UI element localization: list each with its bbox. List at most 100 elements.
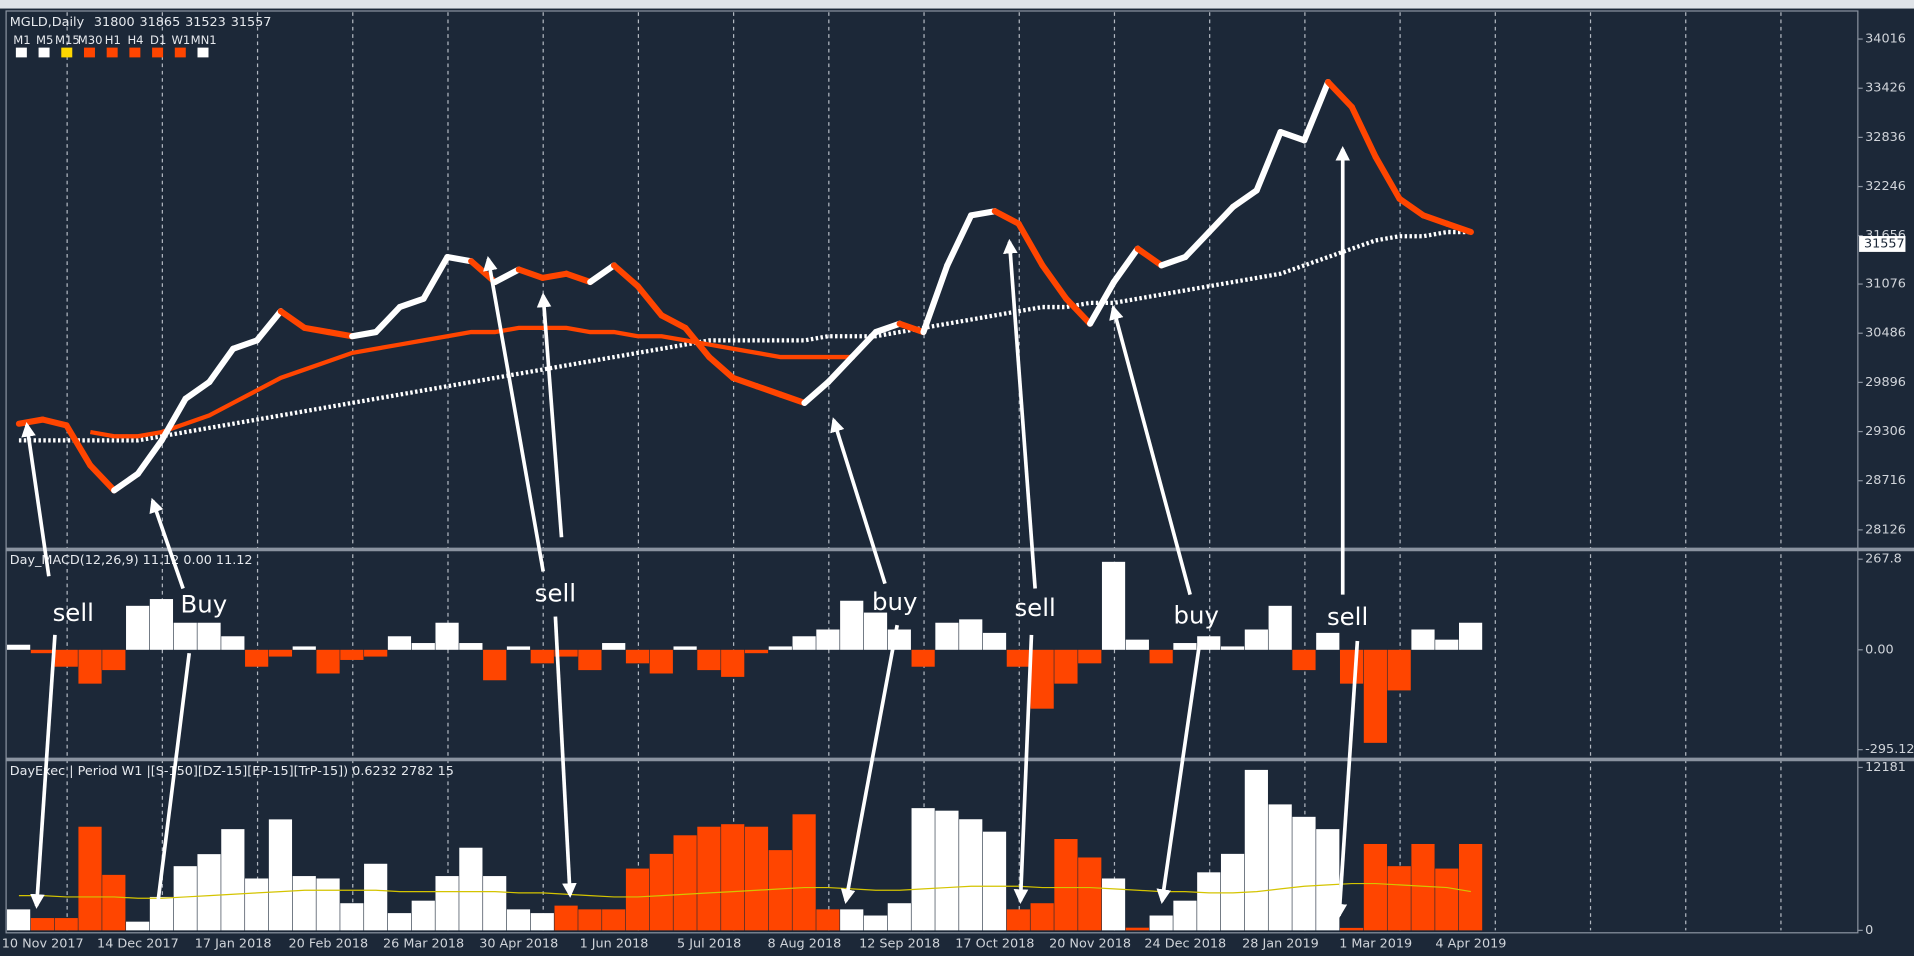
bar xyxy=(673,835,697,931)
price-segment xyxy=(753,383,784,398)
annotation: sell xyxy=(53,598,94,627)
price-segment xyxy=(1063,295,1094,327)
high: 31865 xyxy=(140,14,181,29)
bar xyxy=(1387,866,1411,931)
price-label: 31557 xyxy=(1864,236,1905,251)
y-tick-label: 29306 xyxy=(1865,424,1906,439)
symbol: MGLD,Daily xyxy=(10,14,85,29)
price-segment xyxy=(396,295,427,311)
price-segment xyxy=(1015,220,1046,269)
y-tick-label: 0.00 xyxy=(1865,642,1893,657)
bar xyxy=(721,649,745,677)
annotation: sell xyxy=(535,579,576,608)
price-segment xyxy=(63,422,94,469)
price-segment xyxy=(1110,245,1141,286)
bar xyxy=(1078,649,1102,664)
bar xyxy=(768,850,792,931)
timeframe-box xyxy=(61,47,73,58)
timeframe-box xyxy=(152,47,164,58)
price-segment xyxy=(39,416,70,429)
x-tick-label: 20 Nov 2018 xyxy=(1049,936,1131,951)
bar xyxy=(1339,927,1364,931)
bar xyxy=(411,643,435,650)
plot-layer xyxy=(7,78,1483,931)
bar xyxy=(625,868,650,931)
timeframe-box xyxy=(38,47,50,58)
bar xyxy=(1458,843,1483,931)
bar xyxy=(1411,843,1435,931)
bar xyxy=(54,649,78,667)
annotation-arrow xyxy=(150,652,192,919)
bar xyxy=(1006,909,1030,931)
bar xyxy=(78,826,102,931)
bar xyxy=(792,636,816,650)
bar xyxy=(1292,649,1316,671)
price-segment xyxy=(325,329,356,340)
bar xyxy=(7,909,31,931)
bar xyxy=(1173,643,1197,650)
bar xyxy=(340,903,364,931)
price-segment xyxy=(991,208,1022,227)
bar xyxy=(173,622,197,650)
annotation: Buy xyxy=(181,590,228,619)
annotation-arrow xyxy=(1003,238,1037,589)
price-segment xyxy=(372,304,403,336)
bar xyxy=(530,913,554,931)
bar xyxy=(1149,649,1173,664)
bar xyxy=(1054,649,1078,684)
price-segment xyxy=(444,254,475,265)
bar xyxy=(1220,646,1245,650)
bar xyxy=(1078,857,1102,931)
x-tick-label: 1 Jun 2018 xyxy=(580,936,649,951)
bar xyxy=(316,649,340,674)
price-segment xyxy=(563,270,594,286)
bar xyxy=(840,909,864,931)
bar xyxy=(697,649,721,671)
bar xyxy=(887,903,911,931)
price-segment xyxy=(848,329,879,361)
x-tick-label: 24 Dec 2018 xyxy=(1144,936,1226,951)
price-segment xyxy=(1134,245,1165,269)
bar xyxy=(1387,649,1411,691)
price-segment xyxy=(158,395,189,444)
price-segment xyxy=(920,262,951,336)
y-tick-label: 28126 xyxy=(1865,522,1906,537)
bar xyxy=(744,826,769,931)
price-segment xyxy=(1087,279,1117,327)
timeframe-label: M5 xyxy=(36,33,53,47)
price-segment xyxy=(872,320,903,336)
bar xyxy=(30,918,55,931)
price-segment xyxy=(610,262,641,290)
bar xyxy=(316,878,340,931)
bar xyxy=(1030,903,1054,931)
price-segment xyxy=(896,320,927,336)
bar xyxy=(1054,839,1078,931)
x-tick-label: 1 Mar 2019 xyxy=(1339,936,1412,951)
price-segment xyxy=(944,212,975,269)
annotation: sell xyxy=(1014,593,1055,622)
close: 31557 xyxy=(231,14,272,29)
bar xyxy=(697,826,721,931)
price-segment xyxy=(587,262,618,286)
bar xyxy=(887,629,911,650)
bar xyxy=(578,649,602,671)
bar xyxy=(911,808,935,931)
frame xyxy=(5,10,1859,934)
bar xyxy=(149,599,174,650)
bar xyxy=(387,636,412,650)
bar xyxy=(387,913,412,931)
y-tick-label: 32836 xyxy=(1865,130,1906,145)
price-segment xyxy=(1253,128,1284,194)
annotation-arrow xyxy=(553,616,577,898)
bar xyxy=(1435,868,1459,931)
x-tick-label: 17 Oct 2018 xyxy=(955,936,1034,951)
bar xyxy=(1149,915,1173,931)
price-segment xyxy=(515,266,546,281)
x-tick-label: 28 Jan 2019 xyxy=(1242,936,1319,951)
bar xyxy=(1101,561,1126,650)
price-segment xyxy=(1348,103,1379,161)
price-segment xyxy=(491,266,522,286)
annotation-arrow xyxy=(840,624,899,904)
timeframe-box xyxy=(129,47,141,58)
